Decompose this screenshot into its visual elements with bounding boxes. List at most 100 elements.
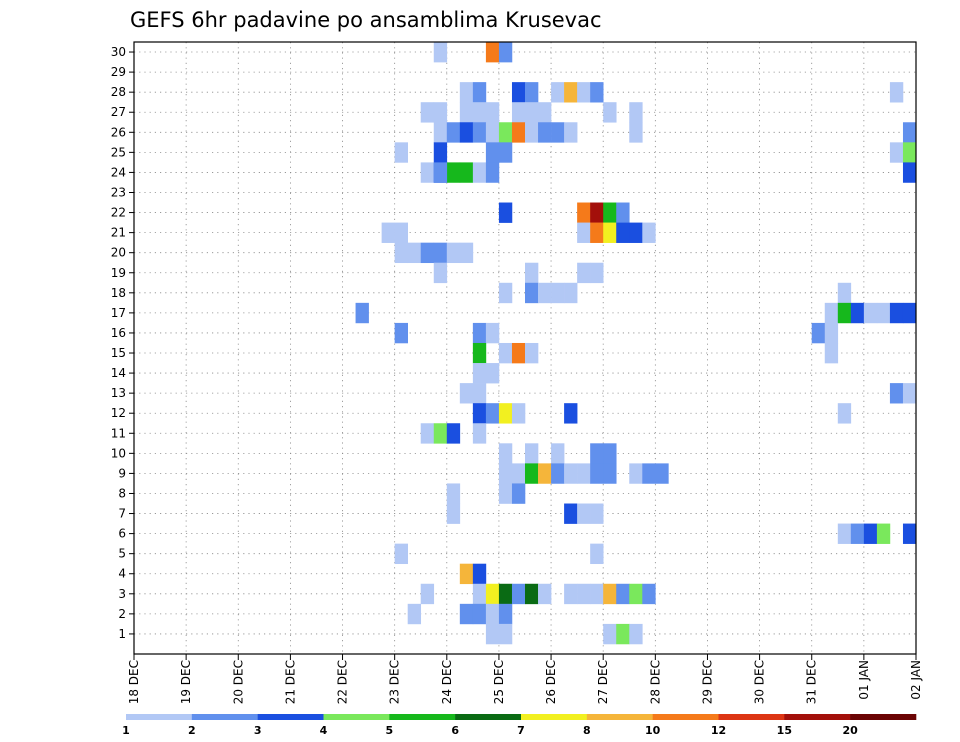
y-tick-label: 2	[118, 607, 126, 621]
heatmap-cell	[629, 102, 643, 123]
plot-frame	[133, 41, 917, 655]
heatmap-cell	[837, 282, 852, 304]
legend-swatch	[718, 714, 785, 720]
heatmap-cell	[603, 623, 617, 645]
legend-swatch	[323, 714, 390, 720]
heatmap-cell	[889, 302, 904, 324]
heatmap-cell	[498, 583, 513, 605]
x-tick-label: 29 DEC	[700, 660, 714, 704]
heatmap-cell	[485, 102, 500, 123]
heatmap-cell	[498, 443, 513, 464]
y-tick-label: 11	[111, 426, 126, 440]
y-tick-label: 7	[118, 507, 126, 521]
y-tick-label: 21	[111, 226, 126, 240]
heatmap-cell	[577, 503, 591, 524]
heatmap-cell	[616, 623, 630, 645]
heatmap-cell	[551, 443, 565, 464]
heatmap-cell	[459, 603, 474, 625]
legend-label: 15	[777, 724, 792, 737]
heatmap-cell	[629, 122, 643, 143]
y-tick-label: 18	[111, 286, 126, 300]
heatmap-cell	[902, 302, 917, 324]
x-axis: 18 DEC 19 DEC 20 DEC 21 DEC 22 DEC 23 DEC 24 D…	[127, 654, 923, 704]
heatmap-cell	[394, 142, 408, 163]
heatmap-cell	[511, 583, 526, 605]
legend-swatch	[389, 714, 456, 720]
heatmap-cell	[433, 122, 448, 143]
heatmap-cell	[472, 403, 487, 424]
heatmap-cell	[472, 82, 487, 103]
heatmap-cell	[525, 443, 539, 464]
heatmap-cell	[407, 242, 422, 264]
y-tick-label: 12	[111, 406, 126, 420]
heatmap-cell	[459, 102, 474, 123]
heatmap-cell	[902, 383, 917, 404]
heatmap-cell	[433, 42, 448, 63]
legend-swatch	[521, 714, 588, 720]
heatmap-cell	[459, 162, 474, 183]
heatmap-cell	[394, 242, 408, 264]
heatmap-cell	[889, 383, 904, 404]
heatmap-cell	[603, 102, 617, 123]
heatmap-cell	[446, 503, 461, 524]
heatmap-cell	[459, 122, 474, 143]
heatmap-cell	[902, 122, 917, 143]
x-tick-label: 01 JAN	[857, 660, 871, 700]
x-tick-label: 22 DEC	[336, 660, 350, 704]
x-tick-label: 24 DEC	[440, 660, 454, 704]
heatmap-cell	[446, 162, 461, 183]
heatmap-cell	[498, 342, 513, 364]
x-tick-label: 28 DEC	[648, 660, 662, 704]
legend-label: 7	[517, 724, 525, 737]
heatmap-cell	[876, 302, 891, 324]
heatmap-cell	[642, 222, 656, 243]
heatmap-cell	[472, 102, 487, 123]
heatmap-cell	[564, 282, 578, 304]
heatmap-cell	[498, 282, 513, 304]
cell-layer	[355, 42, 917, 645]
legend-label: 6	[451, 724, 459, 737]
legend-label: 12	[711, 724, 726, 737]
x-tick-label: 31 DEC	[805, 660, 819, 704]
heatmap-cell	[603, 583, 617, 605]
y-tick-label: 13	[111, 386, 126, 400]
heatmap-cell	[446, 423, 461, 444]
heatmap-cell	[433, 242, 448, 264]
heatmap-cell	[551, 82, 565, 103]
heatmap-cell	[837, 302, 852, 324]
heatmap-cell	[590, 463, 604, 484]
heatmap-cell	[498, 202, 513, 223]
heatmap-cell	[564, 583, 578, 605]
heatmap-cell	[525, 82, 539, 103]
heatmap-cell	[902, 523, 917, 544]
x-tick-label: 25 DEC	[492, 660, 506, 704]
x-tick-label: 27 DEC	[596, 660, 610, 704]
heatmap-cell	[824, 342, 839, 364]
legend-label: 2	[188, 724, 196, 737]
heatmap-cell	[472, 363, 487, 384]
heatmap-cell	[590, 262, 604, 284]
heatmap-cell	[603, 443, 617, 464]
heatmap-cell	[485, 122, 500, 143]
heatmap-cell	[889, 82, 904, 103]
heatmap-cell	[394, 543, 408, 565]
heatmap-cell	[381, 222, 395, 243]
heatmap-cell	[837, 523, 852, 544]
legend-swatch	[126, 714, 193, 720]
heatmap-cell	[511, 483, 526, 504]
heatmap-cell	[603, 463, 617, 484]
heatmap-cell	[551, 463, 565, 484]
heatmap-cell	[876, 523, 891, 544]
heatmap-cell	[511, 403, 526, 424]
y-tick-label: 25	[111, 145, 126, 159]
heatmap-cell	[590, 583, 604, 605]
heatmap-cell	[498, 403, 513, 424]
heatmap-cell	[511, 342, 526, 364]
heatmap-cell	[446, 242, 461, 264]
heatmap-cell	[472, 583, 487, 605]
heatmap-cell	[577, 202, 591, 223]
heatmap-cell	[498, 142, 513, 163]
y-tick-label: 17	[111, 306, 126, 320]
heatmap-cell	[433, 162, 448, 183]
legend-swatch	[455, 714, 522, 720]
